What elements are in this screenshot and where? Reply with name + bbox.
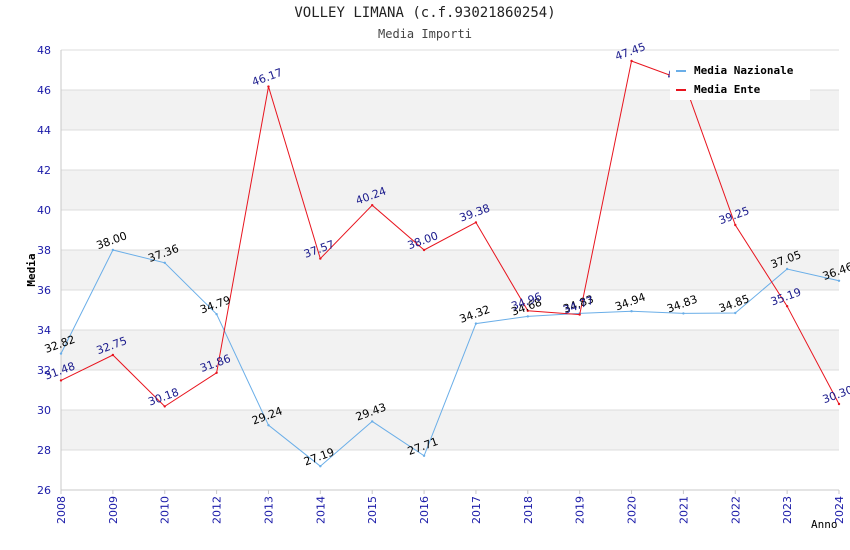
x-tick-label-2021: 2021 [677, 496, 690, 524]
data-label-media-ente: 47.45 [613, 40, 647, 63]
data-label-media-nazionale: 34.83 [665, 293, 699, 316]
series-point-media-nazionale [682, 312, 685, 315]
chart-title: VOLLEY LIMANA (c.f.93021860254) [294, 5, 556, 21]
legend-label-media-ente: Media Ente [694, 83, 761, 96]
x-ticks: 2008 2009 2010 2012 2013 2014 2015 2016 2017 2018… [55, 490, 846, 524]
series-point-media-nazionale [319, 465, 322, 468]
series-point-media-nazionale [630, 310, 633, 313]
y-tick-label: 48 [37, 44, 51, 57]
legend: Media Nazionale Media Ente [670, 60, 810, 100]
series-point-media-ente [422, 248, 426, 252]
y-tick-label: 32 [37, 364, 51, 377]
y-tick-label: 40 [37, 204, 51, 217]
series-point-media-nazionale [785, 267, 789, 271]
series-point-media-ente [215, 371, 218, 374]
y-tick-label: 34 [37, 324, 51, 337]
x-tick-label-2013: 2013 [262, 496, 275, 524]
series-lines [59, 59, 841, 468]
series-point-media-ente [837, 402, 841, 406]
series-point-media-nazionale [474, 322, 478, 325]
series-point-media-nazionale [59, 352, 63, 355]
series-point-media-nazionale [111, 248, 115, 252]
x-tick-label-2008: 2008 [55, 496, 68, 524]
series-point-media-nazionale [422, 454, 426, 457]
series-point-media-ente [371, 204, 374, 207]
data-label-media-nazionale: 34.94 [613, 290, 647, 313]
series-point-media-ente [785, 305, 789, 308]
series-point-media-nazionale [837, 279, 841, 282]
y-axis-label: Media [25, 253, 38, 286]
series-point-media-nazionale [526, 315, 529, 318]
y-tick-label: 46 [37, 84, 51, 97]
y-tick-label: 44 [37, 124, 51, 137]
y-tick-label: 26 [37, 484, 51, 497]
grid-lines [61, 49, 839, 491]
y-tick-label: 36 [37, 284, 51, 297]
axes [60, 50, 839, 491]
data-label-media-ente: 46.17 [250, 66, 284, 89]
legend-swatch-media-ente [676, 89, 686, 91]
series-point-media-nazionale [215, 313, 218, 316]
grid-band [61, 250, 839, 290]
x-tick-label-2014: 2014 [314, 496, 327, 524]
grid-band [61, 410, 839, 450]
y-tick-label: 28 [37, 444, 51, 457]
x-axis-label: Anno [811, 518, 838, 531]
x-tick-label-2015: 2015 [366, 496, 379, 524]
grid-band [61, 330, 839, 370]
series-point-media-nazionale [371, 420, 374, 423]
series-point-media-nazionale [734, 311, 737, 315]
series-point-media-ente [267, 85, 270, 88]
series-line-media-nazionale [60, 249, 840, 467]
x-tick-label-2016: 2016 [418, 496, 431, 524]
data-label-media-ente: 30.30 [821, 383, 850, 406]
x-tick-label-2017: 2017 [470, 496, 483, 524]
chart-subtitle: Media Importi [378, 27, 472, 41]
x-tick-label-2020: 2020 [626, 496, 639, 524]
legend-swatch-media-nazionale [676, 70, 686, 72]
data-label-media-nazionale: 38.00 [95, 229, 129, 252]
series-line-media-ente [60, 60, 840, 408]
series-point-media-ente [59, 379, 63, 382]
y-ticks: 26 28 30 32 34 36 38 40 42 44 46 48 [37, 44, 51, 497]
series-point-media-nazionale [163, 261, 166, 264]
legend-label-media-nazionale: Media Nazionale [694, 64, 794, 77]
series-point-media-ente [526, 309, 529, 312]
series-point-media-ente [630, 59, 633, 63]
x-tick-label-2018: 2018 [522, 496, 535, 524]
x-tick-label-2012: 2012 [211, 496, 224, 524]
series-point-media-ente [734, 223, 737, 227]
series-point-media-ente [474, 221, 478, 224]
series-point-media-ente [163, 405, 166, 408]
x-tick-label-2010: 2010 [159, 496, 172, 524]
series-point-media-ente [111, 353, 115, 357]
x-tick-label-2019: 2019 [574, 496, 587, 524]
series-point-media-nazionale [267, 424, 270, 427]
y-tick-label: 30 [37, 404, 51, 417]
x-tick-label-2022: 2022 [729, 496, 742, 524]
y-tick-label: 38 [37, 244, 51, 257]
data-label-media-nazionale: 34.85 [717, 292, 751, 315]
series-point-media-ente [319, 257, 322, 260]
x-tick-label-2023: 2023 [781, 496, 794, 524]
series-point-media-ente [578, 313, 581, 316]
y-tick-label: 42 [37, 164, 51, 177]
x-tick-label-2024: 2024 [833, 496, 846, 524]
grid-band [61, 170, 839, 210]
x-tick-label-2009: 2009 [107, 496, 120, 524]
